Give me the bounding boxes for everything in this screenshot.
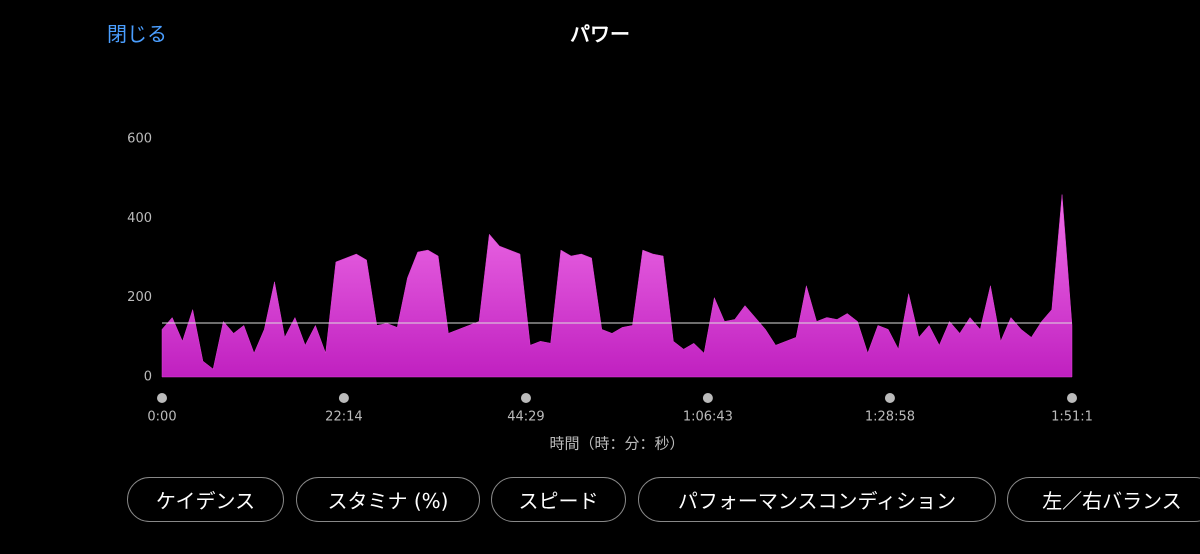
x-tick-label: 22:14 [325,410,362,425]
metric-tab[interactable]: スタミナ (%) [296,477,480,522]
x-tick-dot [157,393,167,403]
y-tick-label: 600 [127,132,152,147]
x-tick-label: 1:28:58 [865,410,915,425]
page-title: パワー [570,22,630,46]
y-tick-label: 400 [127,211,152,226]
y-tick-label: 0 [144,370,152,385]
metric-tab[interactable]: ケイデンス [127,477,284,522]
metric-tab[interactable]: パフォーマンスコンディション [638,477,996,522]
x-tick-label: 1:06:43 [683,410,733,425]
x-tick-label: 0:00 [147,410,176,425]
close-button[interactable]: 閉じる [107,22,167,46]
y-tick-label: 200 [127,290,152,305]
metric-tab[interactable]: 左／右バランス [1007,477,1200,522]
x-tick-dot [520,393,531,403]
metric-tab[interactable]: スピード [491,477,626,522]
x-axis-label: 時間（時：分：秒） [549,435,684,453]
x-tick-dot [702,393,713,403]
x-tick-label: 1:51:1 [1051,410,1093,425]
x-tick-dot [884,393,895,403]
x-tick-dot [338,393,349,403]
power-area [161,194,1073,378]
x-tick-label: 44:29 [507,410,544,425]
x-tick-dot [1067,393,1077,403]
